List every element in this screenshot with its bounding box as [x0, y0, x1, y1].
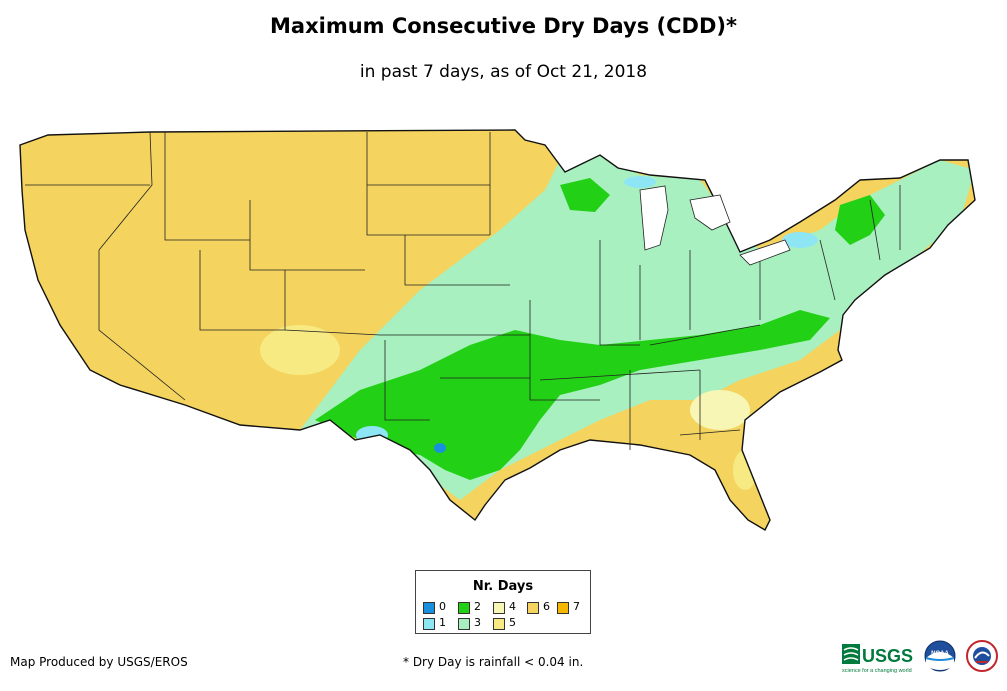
shade-wet-texas [356, 426, 388, 444]
legend-swatch-6 [527, 602, 539, 614]
dry-day-footnote: * Dry Day is rainfall < 0.04 in. [403, 655, 584, 669]
map-title: Maximum Consecutive Dry Days (CDD)* [270, 14, 737, 38]
legend-swatch-5 [493, 618, 505, 630]
map-subtitle: in past 7 days, as of Oct 21, 2018 [359, 62, 648, 82]
state-borders [25, 131, 901, 450]
legend: Nr. Days 0 1 2 3 4 5 6 7 [415, 570, 591, 634]
shade-wet-core [315, 310, 830, 480]
legend-swatch-3 [458, 618, 470, 630]
legend-swatch-7 [557, 602, 569, 614]
lake-michigan [639, 185, 669, 251]
usgs-text: USGS [862, 646, 913, 666]
usgs-tagline: science for a changing world [842, 668, 912, 674]
shade-wet-upper-mi [624, 176, 656, 188]
legend-swatch-1 [423, 618, 435, 630]
shade-patch-southeast [690, 390, 750, 430]
great-lakes [639, 185, 791, 266]
legend-swatch-0 [423, 602, 435, 614]
nws-logo [966, 640, 998, 672]
agency-logos: USGS science for a changing world NOAA [842, 640, 998, 674]
shade-wet-northeast [835, 195, 885, 245]
legend-swatch-4 [493, 602, 505, 614]
legend-label-1: 1 [439, 616, 446, 629]
shade-wet-ny [782, 232, 818, 248]
noaa-text: NOAA [931, 651, 949, 657]
noaa-logo: NOAA [924, 640, 956, 672]
legend-swatch-2 [458, 602, 470, 614]
legend-label-5: 5 [509, 616, 516, 629]
legend-label-0: 0 [439, 600, 446, 613]
legend-title: Nr. Days [472, 579, 534, 594]
shade-wet-great-lakes [560, 178, 610, 212]
legend-label-2: 2 [474, 600, 481, 613]
usgs-logo: USGS science for a changing world [842, 644, 913, 674]
map-credit: Map Produced by USGS/EROS [10, 655, 188, 669]
legend-label-4: 4 [509, 600, 516, 613]
us-outline [19, 129, 976, 531]
shade-patch-southwest [260, 325, 340, 375]
legend-label-3: 3 [474, 616, 481, 629]
lake-huron [689, 194, 731, 231]
lake-erie [739, 239, 791, 266]
legend-label-6: 6 [543, 600, 550, 613]
shade-wettest-texas [434, 443, 446, 453]
legend-label-7: 7 [573, 600, 580, 613]
